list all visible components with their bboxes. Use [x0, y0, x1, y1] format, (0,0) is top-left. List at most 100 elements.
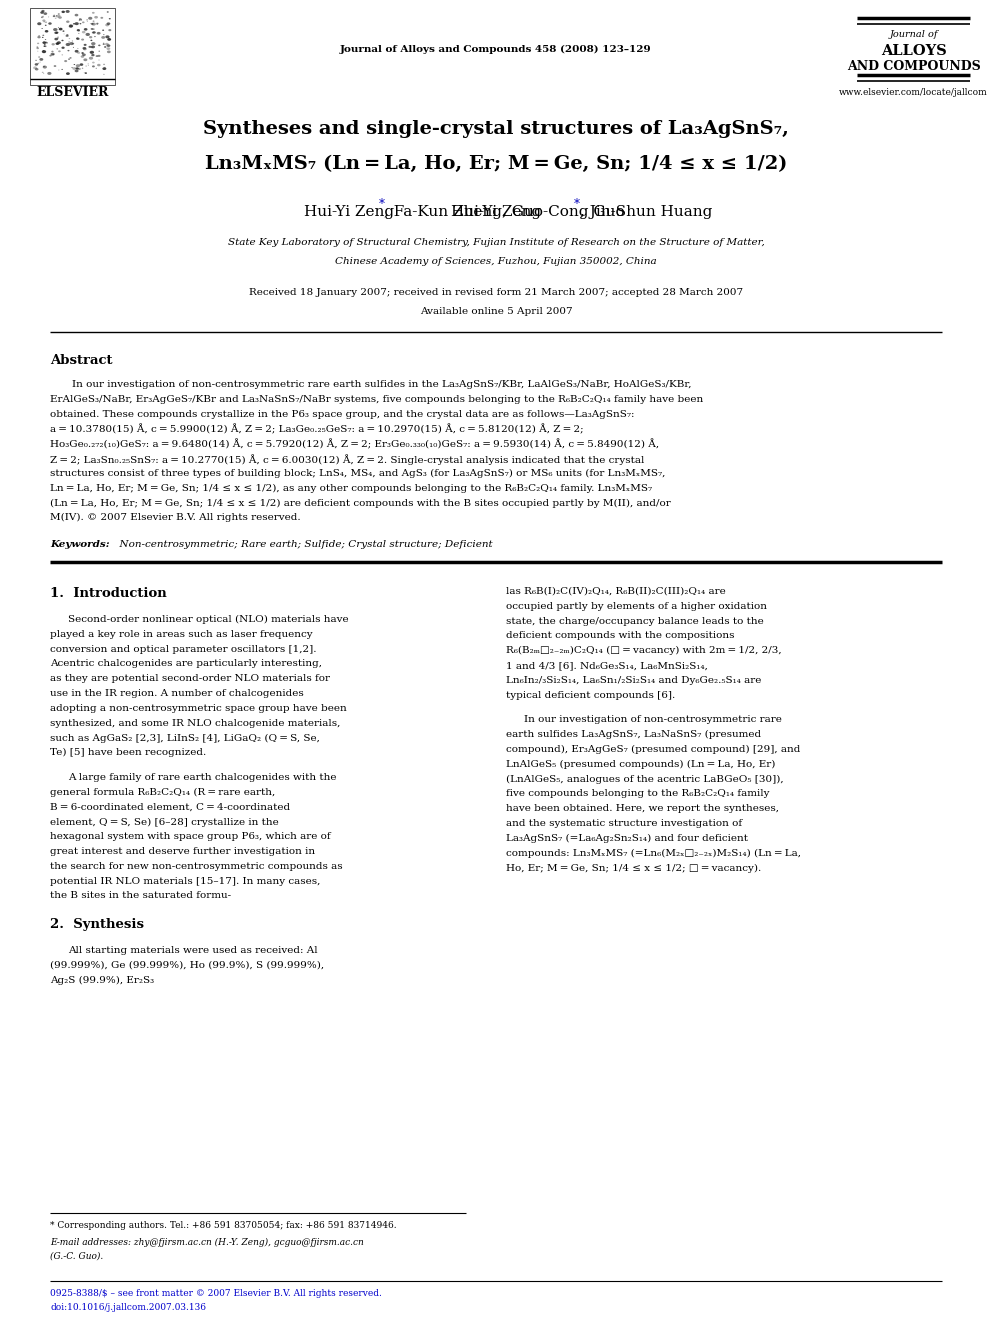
Ellipse shape — [82, 46, 86, 49]
Ellipse shape — [92, 62, 94, 64]
Text: potential IR NLO materials [15–17]. In many cases,: potential IR NLO materials [15–17]. In m… — [50, 877, 320, 885]
Ellipse shape — [54, 28, 58, 32]
Ellipse shape — [68, 41, 70, 42]
Ellipse shape — [92, 12, 94, 13]
Text: adopting a non-centrosymmetric space group have been: adopting a non-centrosymmetric space gro… — [50, 704, 347, 713]
Text: as they are potential second-order NLO materials for: as they are potential second-order NLO m… — [50, 675, 330, 683]
Text: Abstract: Abstract — [50, 355, 112, 366]
Text: Ln₆In₂/₃Si₂S₁₄, La₆Sn₁/₂Si₂S₁₄ and Dy₆Ge₂.₅S₁₄ are: Ln₆In₂/₃Si₂S₁₄, La₆Sn₁/₂Si₂S₁₄ and Dy₆Ge… — [506, 676, 762, 685]
Ellipse shape — [91, 54, 94, 57]
Ellipse shape — [54, 65, 57, 67]
Ellipse shape — [69, 24, 73, 28]
Text: earth sulfides La₃AgSnS₇, La₃NaSnS₇ (presumed: earth sulfides La₃AgSnS₇, La₃NaSnS₇ (pre… — [506, 730, 761, 740]
Text: (Ln = La, Ho, Er; M = Ge, Sn; 1/4 ≤ x ≤ 1/2) are deficient compounds with the B : (Ln = La, Ho, Er; M = Ge, Sn; 1/4 ≤ x ≤ … — [50, 499, 671, 508]
Ellipse shape — [74, 50, 78, 53]
Ellipse shape — [76, 29, 80, 32]
Text: www.elsevier.com/locate/jallcom: www.elsevier.com/locate/jallcom — [839, 89, 988, 97]
Ellipse shape — [69, 57, 71, 58]
Text: All starting materials were used as received: Al: All starting materials were used as rece… — [68, 946, 317, 955]
Text: (LnAlGeS₅, analogues of the acentric LaBGeO₅ [30]),: (LnAlGeS₅, analogues of the acentric LaB… — [506, 774, 784, 783]
Ellipse shape — [35, 64, 39, 66]
Ellipse shape — [91, 45, 95, 49]
Ellipse shape — [92, 20, 94, 22]
Text: 1 and 4/3 [6]. Nd₆Ge₃S₁₄, La₆MnSi₂S₁₄,: 1 and 4/3 [6]. Nd₆Ge₃S₁₄, La₆MnSi₂S₁₄, — [506, 662, 708, 669]
Text: Ln₃MₓMS₇ (Ln = La, Ho, Er; M = Ge, Sn; 1/4 ≤ x ≤ 1/2): Ln₃MₓMS₇ (Ln = La, Ho, Er; M = Ge, Sn; 1… — [204, 155, 788, 173]
Ellipse shape — [89, 36, 92, 38]
Ellipse shape — [85, 33, 90, 36]
Text: Second-order nonlinear optical (NLO) materials have: Second-order nonlinear optical (NLO) mat… — [68, 615, 348, 624]
Ellipse shape — [76, 37, 79, 40]
Text: Ho₃Ge₀.₂₇₂(₁₀)GeS₇: a = 9.6480(14) Å, c = 5.7920(12) Å, Z = 2; Er₃Ge₀.₃₃₀(₁₀)GeS: Ho₃Ge₀.₂₇₂(₁₀)GeS₇: a = 9.6480(14) Å, c … — [50, 439, 659, 450]
Ellipse shape — [89, 57, 93, 60]
Text: Received 18 January 2007; received in revised form 21 March 2007; accepted 28 Ma: Received 18 January 2007; received in re… — [249, 288, 743, 296]
Text: the search for new non-centrosymmetric compounds as: the search for new non-centrosymmetric c… — [50, 861, 342, 871]
Ellipse shape — [40, 58, 44, 61]
Text: the B sites in the saturated formu-: the B sites in the saturated formu- — [50, 892, 231, 901]
Ellipse shape — [88, 17, 92, 20]
Ellipse shape — [37, 42, 40, 44]
Ellipse shape — [105, 24, 109, 26]
Text: synthesized, and some IR NLO chalcogenide materials,: synthesized, and some IR NLO chalcogenid… — [50, 718, 340, 728]
Ellipse shape — [64, 60, 67, 62]
Text: Chinese Academy of Sciences, Fuzhou, Fujian 350002, China: Chinese Academy of Sciences, Fuzhou, Fuj… — [335, 257, 657, 266]
Ellipse shape — [90, 28, 93, 30]
Bar — [30, 8, 115, 85]
Ellipse shape — [83, 44, 86, 46]
Ellipse shape — [62, 40, 63, 41]
Ellipse shape — [50, 54, 52, 57]
Ellipse shape — [65, 11, 69, 13]
Ellipse shape — [66, 34, 68, 36]
Ellipse shape — [59, 50, 61, 52]
Ellipse shape — [103, 64, 105, 65]
Ellipse shape — [92, 28, 94, 30]
Ellipse shape — [43, 66, 45, 67]
Text: have been obtained. Here, we report the syntheses,: have been obtained. Here, we report the … — [506, 804, 779, 814]
Ellipse shape — [104, 46, 106, 48]
Ellipse shape — [91, 42, 95, 45]
Ellipse shape — [69, 42, 73, 45]
Text: R₆(B₂ₘ□₂₋₂ₘ)C₂Q₁₄ (□ = vacancy) with 2m = 1/2, 2/3,: R₆(B₂ₘ□₂₋₂ₘ)C₂Q₁₄ (□ = vacancy) with 2m … — [506, 646, 782, 655]
Ellipse shape — [42, 9, 45, 12]
Ellipse shape — [97, 32, 100, 34]
Text: Non-centrosymmetric; Rare earth; Sulfide; Crystal structure; Deficient: Non-centrosymmetric; Rare earth; Sulfide… — [113, 540, 493, 549]
Text: Hui-Yi Zeng: Hui-Yi Zeng — [304, 205, 394, 220]
Ellipse shape — [73, 22, 75, 25]
Ellipse shape — [52, 44, 55, 45]
Ellipse shape — [65, 42, 70, 46]
Text: Journal of Alloys and Compounds 458 (2008) 123–129: Journal of Alloys and Compounds 458 (200… — [340, 45, 652, 53]
Ellipse shape — [56, 32, 59, 33]
Text: Available online 5 April 2007: Available online 5 April 2007 — [420, 307, 572, 316]
Ellipse shape — [48, 71, 52, 75]
Text: great interest and deserve further investigation in: great interest and deserve further inves… — [50, 847, 315, 856]
Ellipse shape — [81, 38, 84, 41]
Ellipse shape — [108, 29, 111, 32]
Ellipse shape — [102, 29, 104, 30]
Text: (99.999%), Ge (99.999%), Ho (99.9%), S (99.999%),: (99.999%), Ge (99.999%), Ho (99.9%), S (… — [50, 960, 324, 970]
Ellipse shape — [38, 57, 41, 58]
Ellipse shape — [67, 50, 69, 52]
Text: M(IV). © 2007 Elsevier B.V. All rights reserved.: M(IV). © 2007 Elsevier B.V. All rights r… — [50, 513, 301, 523]
Ellipse shape — [52, 50, 54, 53]
Ellipse shape — [66, 73, 69, 75]
Text: use in the IR region. A number of chalcogenides: use in the IR region. A number of chalco… — [50, 689, 304, 699]
Text: *: * — [378, 198, 384, 210]
Ellipse shape — [91, 22, 96, 25]
Ellipse shape — [72, 67, 76, 70]
Text: LnAlGeS₅ (presumed compounds) (Ln = La, Ho, Er): LnAlGeS₅ (presumed compounds) (Ln = La, … — [506, 759, 776, 769]
Ellipse shape — [45, 21, 47, 22]
Ellipse shape — [92, 32, 96, 33]
Text: element, Q = S, Se) [6–28] crystallize in the: element, Q = S, Se) [6–28] crystallize i… — [50, 818, 279, 827]
Text: In our investigation of non-centrosymmetric rare: In our investigation of non-centrosymmet… — [524, 716, 782, 725]
Ellipse shape — [43, 41, 46, 44]
Text: , Fa-Kun Zheng, Guo-Cong Guo: , Fa-Kun Zheng, Guo-Cong Guo — [384, 205, 624, 220]
Ellipse shape — [107, 12, 109, 13]
Ellipse shape — [76, 37, 78, 40]
Text: hexagonal system with space group P6₃, which are of: hexagonal system with space group P6₃, w… — [50, 832, 330, 841]
Ellipse shape — [107, 50, 111, 53]
Ellipse shape — [68, 25, 72, 28]
Text: , Jin-Shun Huang: , Jin-Shun Huang — [579, 205, 712, 220]
Text: compound), Er₃AgGeS₇ (presumed compound) [29], and: compound), Er₃AgGeS₇ (presumed compound)… — [506, 745, 801, 754]
Ellipse shape — [95, 56, 98, 57]
Ellipse shape — [56, 42, 60, 45]
Text: B = 6-coordinated element, C = 4-coordinated: B = 6-coordinated element, C = 4-coordin… — [50, 803, 290, 811]
